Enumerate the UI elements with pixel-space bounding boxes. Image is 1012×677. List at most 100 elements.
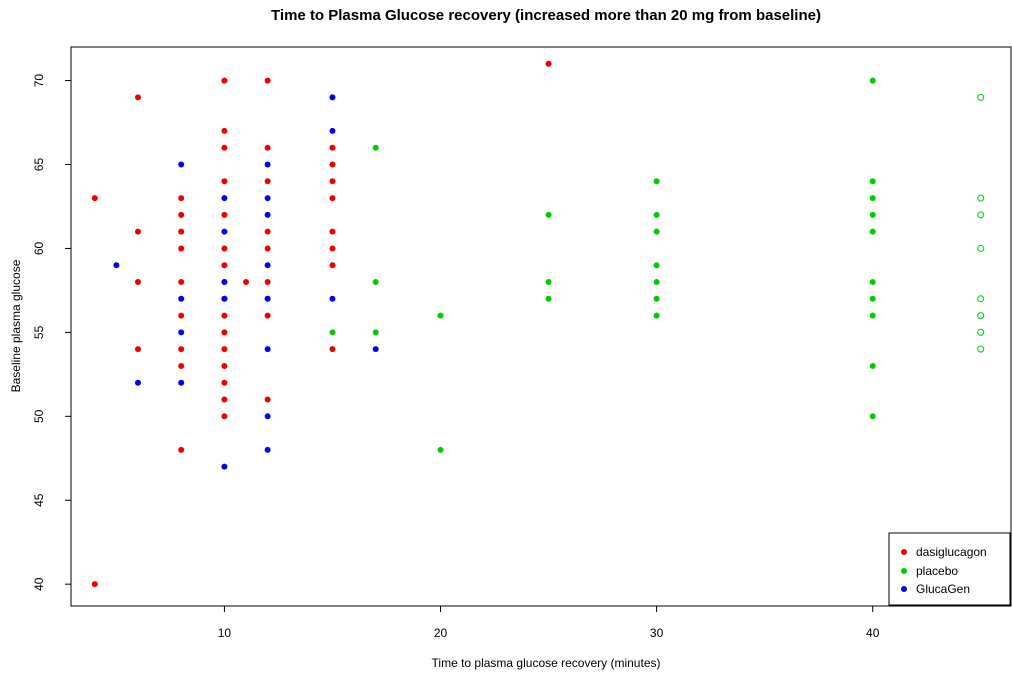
point-placebo xyxy=(653,262,660,269)
point-placebo xyxy=(869,178,876,185)
point-placebo xyxy=(545,295,552,302)
legend-label-glucagen: GlucaGen xyxy=(916,582,970,596)
point-dasiglucagon xyxy=(221,379,228,386)
point-dasiglucagon xyxy=(221,211,228,218)
x-tick-label: 20 xyxy=(434,626,448,640)
point-dasiglucagon xyxy=(264,144,271,151)
point-dasiglucagon xyxy=(134,228,141,235)
point-placebo-open xyxy=(977,211,985,219)
point-placebo-open xyxy=(977,194,985,202)
point-dasiglucagon xyxy=(134,279,141,286)
point-dasiglucagon xyxy=(221,413,228,420)
point-dasiglucagon xyxy=(329,144,336,151)
point-dasiglucagon xyxy=(221,77,228,84)
point-dasiglucagon xyxy=(221,144,228,151)
point-placebo xyxy=(437,446,444,453)
x-tick-label: 40 xyxy=(866,626,880,640)
point-glucagen xyxy=(264,211,271,218)
y-tick-label: 65 xyxy=(32,158,46,172)
point-placebo xyxy=(869,228,876,235)
point-dasiglucagon xyxy=(221,245,228,252)
chart-title: Time to Plasma Glucose recovery (increas… xyxy=(271,7,821,24)
y-axis-label: Baseline plasma glucose xyxy=(9,259,23,392)
point-placebo xyxy=(372,144,379,151)
point-dasiglucagon xyxy=(178,228,185,235)
y-tick-label: 40 xyxy=(32,577,46,591)
point-glucagen xyxy=(178,161,185,168)
y-tick-label: 60 xyxy=(32,241,46,255)
y-tick-label: 55 xyxy=(32,325,46,339)
point-dasiglucagon xyxy=(264,312,271,319)
point-dasiglucagon xyxy=(178,346,185,353)
point-glucagen xyxy=(113,262,120,269)
point-placebo-open xyxy=(977,345,985,353)
point-placebo-open xyxy=(977,328,985,336)
point-dasiglucagon xyxy=(329,178,336,185)
point-dasiglucagon xyxy=(329,161,336,168)
x-tick-label: 10 xyxy=(218,626,232,640)
point-placebo xyxy=(653,312,660,319)
point-placebo xyxy=(869,279,876,286)
point-glucagen xyxy=(221,463,228,470)
y-tick-label: 50 xyxy=(32,409,46,423)
point-placebo xyxy=(653,279,660,286)
point-dasiglucagon xyxy=(221,178,228,185)
point-placebo-open xyxy=(977,93,985,101)
point-dasiglucagon xyxy=(221,329,228,336)
point-placebo xyxy=(653,228,660,235)
point-placebo xyxy=(869,295,876,302)
legend-label-dasiglucagon: dasiglucagon xyxy=(916,545,987,559)
y-axis: 40 45 50 55 60 65 70 xyxy=(32,74,72,591)
point-glucagen xyxy=(372,346,379,353)
legend-box xyxy=(888,532,1011,606)
point-dasiglucagon xyxy=(134,94,141,101)
point-placebo xyxy=(653,211,660,218)
point-dasiglucagon xyxy=(264,396,271,403)
point-dasiglucagon xyxy=(264,228,271,235)
point-dasiglucagon xyxy=(545,60,552,67)
point-glucagen xyxy=(264,161,271,168)
point-glucagen xyxy=(264,195,271,202)
legend-marker-placebo xyxy=(901,568,907,574)
point-placebo xyxy=(653,178,660,185)
point-dasiglucagon xyxy=(221,346,228,353)
point-dasiglucagon xyxy=(264,178,271,185)
point-placebo xyxy=(545,211,552,218)
point-glucagen xyxy=(221,279,228,286)
point-glucagen xyxy=(178,379,185,386)
point-glucagen xyxy=(264,346,271,353)
point-dasiglucagon xyxy=(178,446,185,453)
x-axis: 10 20 30 40 xyxy=(218,605,880,640)
point-dasiglucagon xyxy=(221,262,228,269)
point-dasiglucagon xyxy=(329,195,336,202)
legend: dasiglucagon placebo GlucaGen xyxy=(888,532,1011,606)
point-placebo-open xyxy=(977,295,985,303)
y-tick-label: 70 xyxy=(32,74,46,88)
point-dasiglucagon xyxy=(91,195,98,202)
point-dasiglucagon xyxy=(264,279,271,286)
point-dasiglucagon xyxy=(329,245,336,252)
point-dasiglucagon xyxy=(243,279,250,286)
y-tick-label: 45 xyxy=(32,493,46,507)
point-dasiglucagon xyxy=(178,245,185,252)
point-dasiglucagon xyxy=(178,211,185,218)
point-glucagen xyxy=(264,413,271,420)
legend-label-placebo: placebo xyxy=(916,564,958,578)
data-points xyxy=(91,60,985,588)
point-glucagen xyxy=(221,195,228,202)
point-glucagen xyxy=(178,329,185,336)
point-dasiglucagon xyxy=(178,312,185,319)
legend-marker-dasiglucagon xyxy=(901,549,907,555)
point-placebo xyxy=(653,295,660,302)
point-dasiglucagon xyxy=(264,77,271,84)
point-glucagen xyxy=(264,262,271,269)
point-glucagen xyxy=(221,295,228,302)
point-glucagen xyxy=(329,295,336,302)
point-placebo xyxy=(329,329,336,336)
point-placebo xyxy=(869,195,876,202)
point-dasiglucagon xyxy=(221,396,228,403)
point-glucagen xyxy=(329,94,336,101)
point-placebo xyxy=(372,329,379,336)
point-placebo xyxy=(869,211,876,218)
